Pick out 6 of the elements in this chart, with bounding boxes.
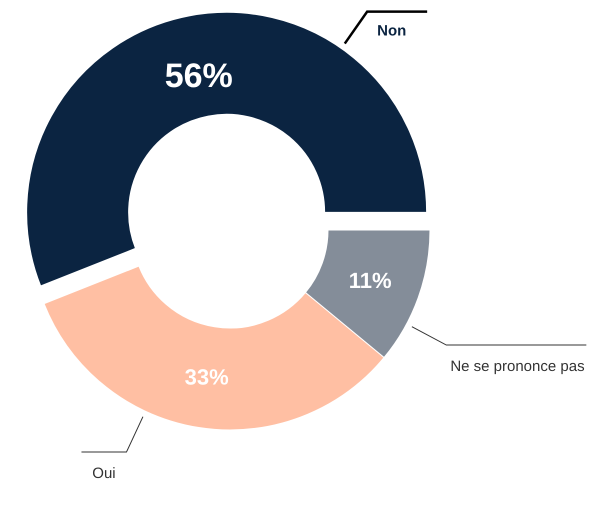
data-label: 11% <box>348 268 392 293</box>
slice-label: Ne se prononce pas <box>450 358 585 376</box>
data-label: 33% <box>184 364 229 390</box>
slice-label: Oui <box>92 465 116 482</box>
data-label: 56% <box>164 56 233 95</box>
slice-label: Non <box>377 22 406 40</box>
